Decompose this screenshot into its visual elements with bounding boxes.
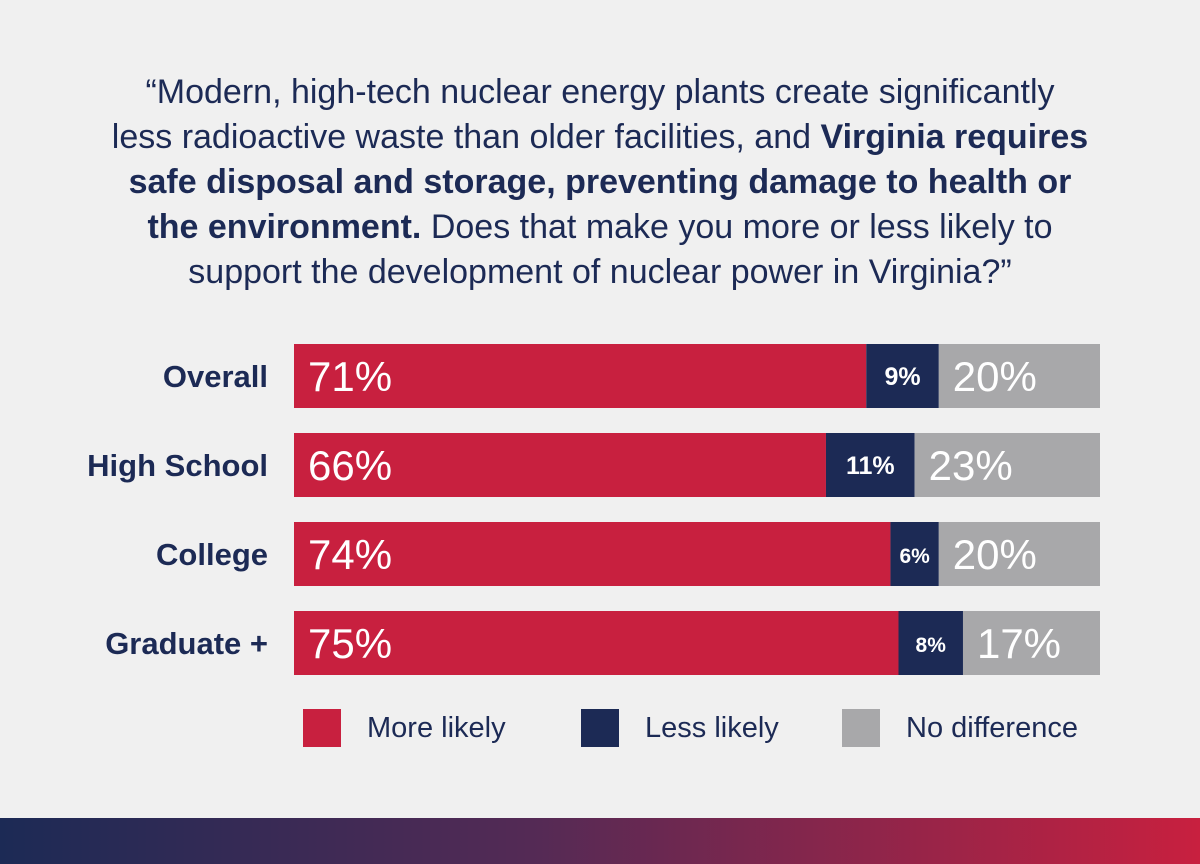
bar-more-likely-college — [294, 522, 891, 586]
bar-less-likely-graduate — [898, 611, 963, 675]
chart-legend: More likely Less likely No difference — [0, 708, 1200, 748]
question-line-3: safe disposal and storage, preventing da… — [128, 163, 1072, 201]
legend-swatch-more-likely — [303, 709, 341, 747]
data-label-no-difference-graduate: 17% — [977, 620, 1061, 667]
bar-more-likely-high-school — [294, 433, 826, 497]
legend-swatch-less-likely — [581, 709, 619, 747]
category-label-overall: Overall — [163, 359, 268, 394]
category-label-college: College — [156, 537, 268, 572]
data-label-no-difference-college: 20% — [953, 531, 1037, 578]
bar-less-likely-high-school — [825, 433, 915, 497]
legend-item-no-difference: No difference — [842, 708, 1078, 748]
bar-more-likely-graduate — [294, 611, 899, 675]
data-label-less-likely-high-school: 11% — [846, 452, 895, 480]
legend-label-no-difference: No difference — [906, 711, 1078, 744]
legend-item-more-likely: More likely — [303, 708, 506, 748]
category-label-graduate: Graduate + — [105, 626, 268, 661]
legend-label-more-likely: More likely — [367, 711, 506, 744]
bar-no-difference-graduate — [962, 611, 1100, 675]
bar-less-likely-college — [890, 522, 939, 586]
question-line-1: “Modern, high-tech nuclear energy plants… — [145, 73, 1055, 111]
legend-swatch-no-difference — [842, 709, 880, 747]
footer-gradient-bar — [0, 818, 1200, 864]
question-line-2a: less radioactive waste than older facili… — [111, 118, 821, 156]
bar-more-likely-overall — [294, 344, 867, 408]
data-label-less-likely-graduate: 8% — [916, 634, 947, 657]
bar-less-likely-overall — [866, 344, 939, 408]
data-label-more-likely-college: 74% — [308, 531, 392, 578]
bar-no-difference-high-school — [914, 433, 1100, 497]
bar-no-difference-college — [938, 522, 1100, 586]
question-line-4a: the environment. — [147, 208, 422, 246]
category-label-high-school: High School — [87, 448, 268, 483]
question-line-4b: Does that make you more or less likely t… — [421, 208, 1053, 246]
data-label-less-likely-college: 6% — [899, 545, 930, 568]
bar-no-difference-overall — [938, 344, 1100, 408]
data-label-more-likely-overall: 71% — [308, 353, 392, 400]
data-label-more-likely-high-school: 66% — [308, 442, 392, 489]
question-line-5: support the development of nuclear power… — [188, 253, 1012, 291]
data-label-no-difference-overall: 20% — [953, 353, 1037, 400]
legend-item-less-likely: Less likely — [581, 708, 779, 748]
question-text: “Modern, high-tech nuclear energy plants… — [40, 70, 1160, 295]
legend-label-less-likely: Less likely — [645, 711, 779, 744]
data-label-no-difference-high-school: 23% — [929, 442, 1013, 489]
data-label-more-likely-graduate: 75% — [308, 620, 392, 667]
question-line-2b: Virginia requires — [820, 118, 1089, 156]
data-label-less-likely-overall: 9% — [884, 363, 920, 391]
stacked-bar-chart: Overall 71% 9% 20% High School 66% 11% 23% Colle… — [87, 344, 1100, 675]
